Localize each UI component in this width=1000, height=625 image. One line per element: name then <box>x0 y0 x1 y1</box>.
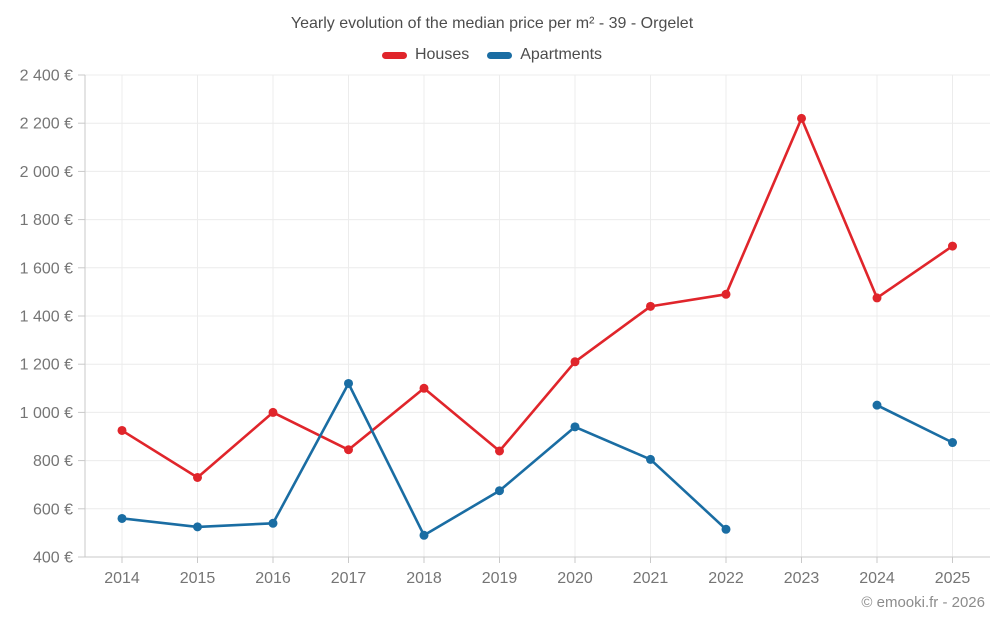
houses-point-2016[interactable] <box>268 407 278 417</box>
houses-point-2021[interactable] <box>646 301 655 311</box>
x-tick-label: 2022 <box>708 570 744 587</box>
apartments-point-2019[interactable] <box>495 486 504 496</box>
y-tick-label: 2 200 € <box>20 116 73 133</box>
houses-point-2019[interactable] <box>495 446 504 456</box>
houses-point-2022[interactable] <box>721 289 731 299</box>
x-tick-label: 2015 <box>180 570 216 587</box>
apartments-point-2020[interactable] <box>570 422 580 432</box>
chart-title: Yearly evolution of the median price per… <box>290 15 694 32</box>
y-tick-label: 400 € <box>33 550 73 567</box>
x-tick-label: 2024 <box>859 570 895 587</box>
x-tick-label: 2021 <box>633 570 669 587</box>
apartments-point-2022[interactable] <box>721 524 731 534</box>
x-tick-label: 2025 <box>935 570 971 587</box>
houses-point-2014[interactable] <box>117 425 127 435</box>
x-tick-label: 2017 <box>331 570 367 587</box>
x-tick-label: 2018 <box>406 570 442 587</box>
houses-point-2025[interactable] <box>948 241 957 251</box>
houses-legend-label: Houses <box>414 46 470 63</box>
apartments-point-2017[interactable] <box>344 378 353 388</box>
houses-point-2023[interactable] <box>797 113 806 123</box>
x-tick-label: 2020 <box>557 570 593 587</box>
apartments-point-2025[interactable] <box>948 438 957 448</box>
y-tick-label: 1 000 € <box>20 405 73 422</box>
apartments-point-2015[interactable] <box>193 522 202 532</box>
legend-item-apartments[interactable]: Apartments <box>487 46 602 64</box>
y-tick-label: 2 000 € <box>20 164 73 181</box>
y-tick-label: 2 400 € <box>20 68 73 85</box>
apartments-legend-label: Apartments <box>520 46 603 63</box>
y-tick-label: 800 € <box>33 453 73 470</box>
houses-point-2017[interactable] <box>344 445 353 455</box>
x-tick-label: 2019 <box>482 570 518 587</box>
houses-line <box>120 117 954 479</box>
chart-legend: Houses Apartments <box>0 46 984 64</box>
copyright-footer: © emooki.fr - 2026 <box>861 594 985 611</box>
houses-legend-swatch <box>381 51 407 59</box>
apartments-point-2014[interactable] <box>117 513 127 523</box>
apartments-point-2016[interactable] <box>268 518 278 528</box>
apartments-point-2018[interactable] <box>419 530 429 540</box>
houses-point-2015[interactable] <box>193 472 202 482</box>
legend-item-houses[interactable]: Houses <box>381 46 470 64</box>
x-tick-label: 2023 <box>784 570 820 587</box>
apartments-point-2021[interactable] <box>646 454 655 464</box>
x-tick-label: 2014 <box>104 570 140 587</box>
x-tick-label: 2016 <box>255 570 291 587</box>
y-tick-label: 600 € <box>33 501 73 518</box>
y-tick-label: 1 600 € <box>20 260 73 277</box>
apartments-legend-swatch <box>487 51 513 59</box>
y-tick-label: 1 200 € <box>20 357 73 374</box>
y-tick-label: 1 800 € <box>20 212 73 229</box>
houses-point-2018[interactable] <box>419 383 429 393</box>
houses-point-2020[interactable] <box>570 357 580 367</box>
apartments-point-2024[interactable] <box>872 400 882 410</box>
houses-point-2024[interactable] <box>872 293 882 303</box>
y-tick-label: 1 400 € <box>20 309 73 326</box>
